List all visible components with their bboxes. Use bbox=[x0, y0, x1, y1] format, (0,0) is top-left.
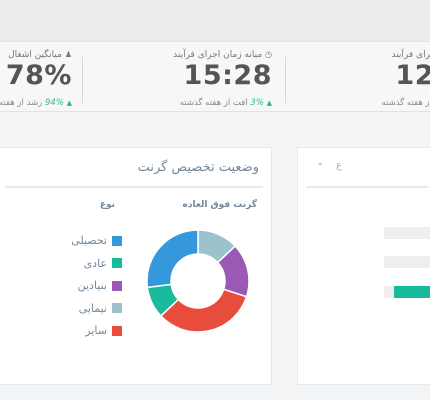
legend-item: عادی bbox=[83, 253, 122, 270]
progress-track bbox=[384, 256, 430, 268]
legend-item: نیمایی bbox=[78, 298, 122, 315]
stat-value: 78% bbox=[5, 60, 72, 91]
donut-slice bbox=[146, 229, 199, 289]
donut-slice bbox=[159, 288, 248, 333]
legend-label: بنیادین bbox=[77, 279, 107, 292]
stat-label: میانگین اشغال bbox=[8, 50, 62, 60]
stat-delta-text: افت از هفته گذشته bbox=[179, 98, 248, 108]
stat-value: 15:28 bbox=[183, 60, 272, 91]
panel-divider bbox=[306, 186, 428, 188]
stat-label: میانه زمان اجرای فرآیند bbox=[173, 50, 263, 60]
caret-up-icon: ▲ bbox=[66, 99, 72, 107]
chart-legend: تحصیلی عادی بنیادین نیمایی سایر bbox=[22, 230, 122, 340]
legend-header: نوع bbox=[99, 200, 115, 210]
panel-title-fragment: ع bbox=[336, 160, 342, 171]
stat-delta-pct: 94% bbox=[45, 98, 64, 108]
legend-item: سایر bbox=[85, 320, 122, 337]
legend-swatch bbox=[112, 325, 122, 336]
stat-label: زمان اجرای فرآیند bbox=[391, 50, 430, 60]
top-nav-band bbox=[0, 0, 430, 41]
legend-label: نیمایی bbox=[78, 301, 107, 315]
stats-row: ♟ میانگین اشغال 78% ▲ 94% رشد از هفته ◷ … bbox=[0, 41, 430, 112]
divider bbox=[82, 57, 83, 103]
stat-median-runtime: ◷ میانه زمان اجرای فرآیند 15:28 ▲ 3% افت… bbox=[150, 42, 272, 113]
progress-fill bbox=[394, 286, 430, 298]
donut-chart bbox=[146, 229, 250, 333]
secondary-panel: ⌃ ع bbox=[297, 147, 430, 385]
grant-allocation-panel: وضعیت تخصیص گرنت گرنت فوق العاده نوع تحص… bbox=[0, 147, 272, 385]
panel-title: وضعیت تخصیص گرنت bbox=[137, 160, 259, 175]
caret-up-icon: ▲ bbox=[266, 99, 272, 107]
clock-icon: ◷ bbox=[265, 50, 272, 59]
progress-track bbox=[384, 286, 394, 298]
legend-swatch bbox=[112, 303, 122, 313]
divider bbox=[285, 57, 286, 103]
progress-track bbox=[384, 227, 430, 239]
stat-avg-occupancy: ♟ میانگین اشغال 78% ▲ 94% رشد از هفته bbox=[0, 42, 72, 113]
legend-label: تحصیلی bbox=[71, 234, 107, 247]
legend-label: عادی bbox=[83, 256, 107, 270]
legend-label: سایر bbox=[85, 324, 107, 337]
stat-value: 12 bbox=[395, 60, 430, 91]
chevron-up-icon[interactable]: ⌃ bbox=[316, 162, 325, 173]
legend-item: بنیادین bbox=[77, 275, 122, 292]
stat-delta-text: از هفته گذشته bbox=[381, 98, 430, 108]
user-icon: ♟ bbox=[64, 50, 72, 59]
chart-header: گرنت فوق العاده bbox=[182, 200, 257, 210]
stat-delta-pct: 3% bbox=[250, 98, 264, 108]
legend-item: تحصیلی bbox=[71, 230, 122, 247]
legend-swatch bbox=[112, 235, 122, 246]
legend-swatch bbox=[112, 258, 122, 268]
stat-delta-text: رشد از هفته bbox=[0, 98, 43, 108]
legend-swatch bbox=[112, 280, 122, 291]
panel-divider bbox=[5, 186, 263, 188]
stat-runtime: زمان اجرای فرآیند 12 از هفته گذشته bbox=[345, 42, 430, 113]
